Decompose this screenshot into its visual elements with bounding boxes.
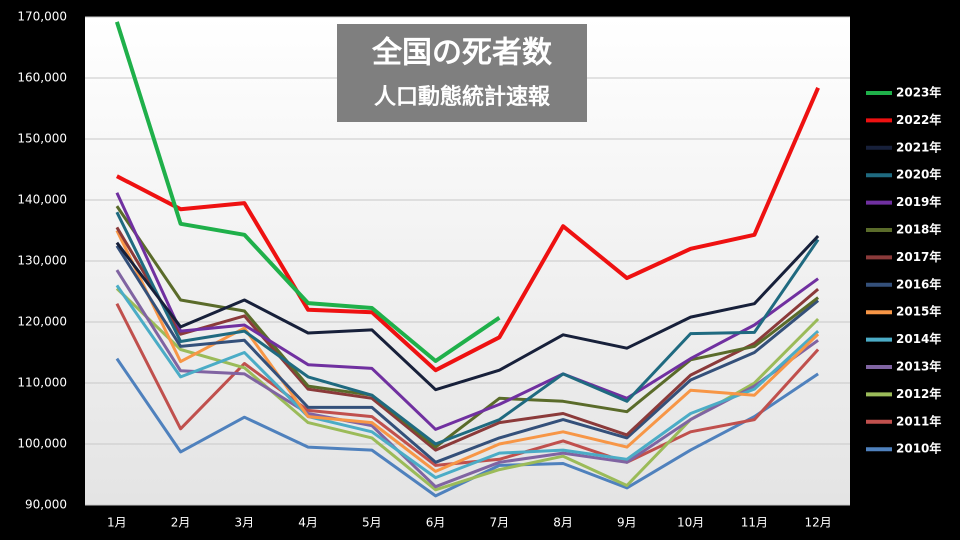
y-tick-label: 160,000 [17, 71, 67, 85]
x-tick-label: 10月 [677, 516, 704, 530]
title-box [337, 24, 587, 122]
y-tick-label: 120,000 [17, 315, 67, 329]
legend-label: 2021年 [896, 139, 941, 154]
legend-label: 2023年 [896, 85, 941, 100]
legend-label: 2015年 [896, 304, 941, 319]
legend-label: 2011年 [896, 413, 941, 428]
legend-label: 2010年 [896, 441, 941, 456]
series-line [115, 244, 820, 464]
legend-label: 2013年 [896, 359, 941, 374]
x-tick-label: 1月 [107, 516, 127, 530]
legend-label: 2014年 [896, 331, 941, 346]
series-line [115, 269, 819, 489]
series-line [115, 226, 820, 452]
chart-title: 全国の死者数 [371, 36, 553, 71]
x-tick-label: 7月 [490, 516, 510, 530]
x-tick-label: 4月 [298, 516, 318, 530]
series-line [115, 234, 820, 392]
y-tick-label: 140,000 [17, 193, 67, 207]
y-tick-label: 100,000 [17, 437, 67, 451]
y-tick-label: 130,000 [17, 254, 67, 268]
y-tick-label: 150,000 [17, 132, 67, 146]
x-tick-label: 9月 [617, 516, 637, 530]
legend-label: 2018年 [896, 222, 941, 237]
x-tick-label: 3月 [235, 516, 255, 530]
x-tick-label: 12月 [804, 516, 831, 530]
y-tick-label: 170,000 [17, 10, 67, 24]
series-line [115, 284, 820, 480]
series-line [115, 205, 820, 449]
y-tick-label: 110,000 [17, 376, 67, 390]
legend-label: 2020年 [896, 167, 941, 182]
chart-subtitle: 人口動態統計速報 [374, 84, 551, 110]
legend-label: 2016年 [896, 276, 941, 291]
x-tick-label: 5月 [362, 516, 382, 530]
series-line [115, 192, 819, 431]
x-tick-label: 11月 [741, 516, 768, 530]
series-line [114, 21, 501, 363]
legend-label: 2017年 [896, 249, 941, 264]
x-tick-label: 2月 [171, 516, 191, 530]
x-tick-label: 6月 [426, 516, 446, 530]
y-tick-label: 90,000 [25, 498, 67, 512]
series-line [115, 211, 820, 446]
x-tick-label: 8月 [553, 516, 573, 530]
series-line [115, 87, 820, 373]
legend-label: 2022年 [896, 112, 941, 127]
legend-label: 2012年 [896, 386, 941, 401]
legend-label: 2019年 [896, 194, 941, 209]
